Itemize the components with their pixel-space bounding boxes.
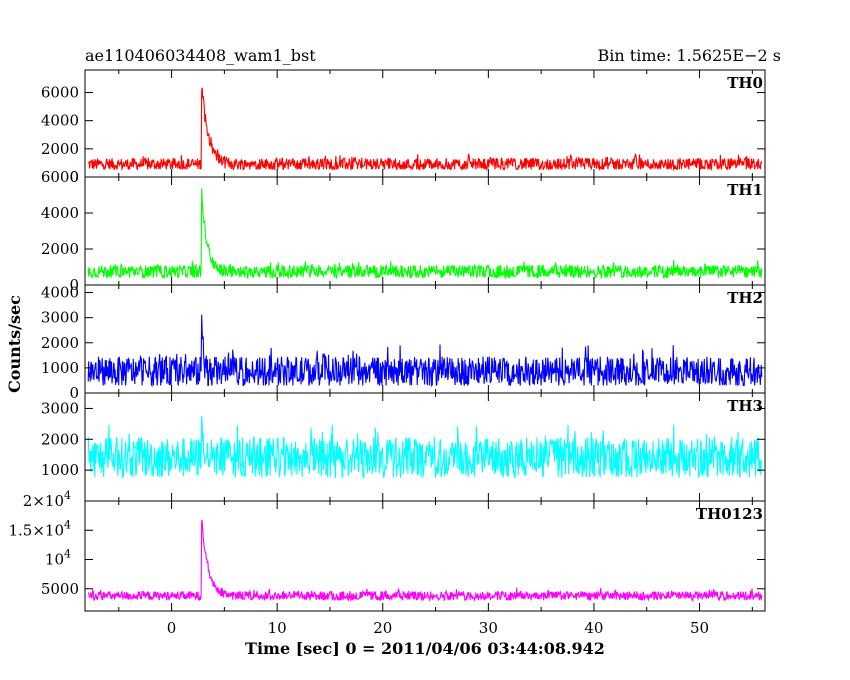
x-axis-title: Time [sec] 0 = 2011/04/06 03:44:08.942 (245, 639, 605, 658)
series-th2 (87, 314, 763, 388)
y-tick-label: 6000 (41, 168, 79, 186)
series-th1 (87, 188, 763, 280)
y-tick-label: 2000 (41, 334, 79, 352)
y-tick-label: 4000 (41, 284, 79, 302)
panel-th3: 1000 2000 3000 TH3 (41, 392, 766, 502)
panel-label-th0: TH0 (727, 74, 763, 92)
x-axis: 0 10 20 30 40 50 (167, 619, 709, 637)
y-tick-label: 1.5×104 (8, 518, 71, 539)
panel-th0: 0 2000 4000 6000 TH0 (41, 69, 766, 186)
x-tick-label: 40 (584, 619, 603, 637)
y-tick-label: 2000 (41, 430, 79, 448)
x-tick-label: 50 (690, 619, 709, 637)
bin-time-label: Bin time: 1.5625E−2 s (598, 46, 781, 65)
x-tick-label: 30 (479, 619, 498, 637)
y-axis-title: Counts/sec (5, 295, 24, 393)
y-tick-label: 2×104 (23, 489, 71, 510)
y-tick-label: 1000 (41, 359, 79, 377)
series-th0 (87, 87, 763, 172)
y-tick-label: 3000 (41, 309, 79, 327)
y-tick-label: 1000 (41, 461, 79, 479)
y-tick-label: 2000 (41, 140, 79, 158)
panel-label-th1: TH1 (727, 181, 763, 199)
panel-th0123: 5000 104 1.5×104 2×104 TH0123 (8, 489, 766, 612)
chart-title-left: ae110406034408_wam1_bst (85, 46, 316, 65)
y-tick-label: 3000 (41, 399, 79, 417)
y-tick-label: 0 (69, 384, 79, 402)
panel-th2: 0 1000 2000 3000 4000 TH2 (41, 284, 766, 402)
x-tick-label: 20 (373, 619, 392, 637)
y-tick-label: 2000 (41, 240, 79, 258)
y-tick-label: 4000 (41, 204, 79, 222)
panels-group: 0 2000 4000 6000 TH0 0 2000 4000 6000 TH1 0 1000 200… (8, 69, 766, 612)
panel-th1: 0 2000 4000 6000 TH1 (41, 168, 766, 294)
series-th3 (87, 416, 763, 480)
y-tick-label: 0 (69, 276, 79, 294)
y-tick-label: 5000 (41, 580, 79, 598)
x-tick-label: 0 (167, 619, 177, 637)
panel-label-th3: TH3 (727, 397, 763, 415)
panel-label-th0123: TH0123 (696, 505, 763, 523)
y-tick-label: 104 (45, 548, 71, 569)
panel-label-th2: TH2 (727, 289, 763, 307)
x-tick-label: 10 (268, 619, 287, 637)
panel-frame (84, 500, 766, 612)
y-tick-label: 0 (69, 168, 79, 186)
series-th0123 (87, 519, 763, 603)
y-tick-label: 4000 (41, 112, 79, 130)
y-tick-label: 6000 (41, 84, 79, 102)
